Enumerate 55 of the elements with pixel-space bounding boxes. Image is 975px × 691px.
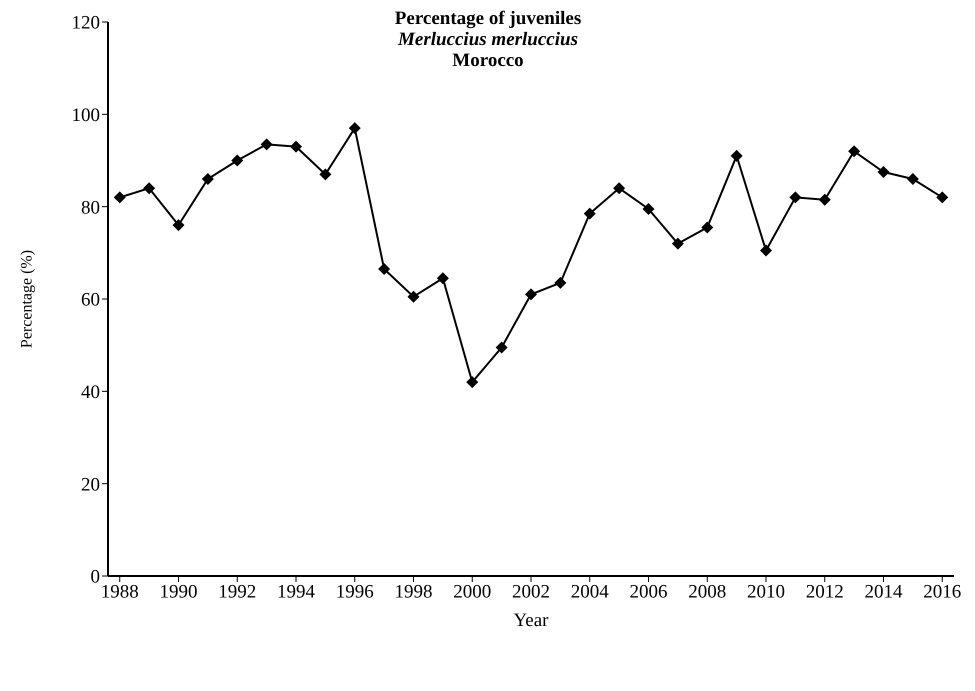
point — [848, 145, 860, 158]
point — [906, 172, 919, 185]
x-tick-label: 2004 — [570, 581, 610, 602]
y-tick-label: 100 — [72, 105, 100, 126]
y-tick-label: 0 — [90, 566, 100, 588]
x-tick-label: 1990 — [160, 581, 198, 602]
x-tick-label: 2014 — [864, 581, 903, 602]
point — [260, 138, 273, 150]
x-tick-label: 1992 — [218, 581, 256, 602]
point — [642, 202, 654, 215]
x-tick-label: 1988 — [100, 581, 139, 602]
y-tick-label: 120 — [72, 12, 100, 34]
point — [818, 194, 831, 206]
point — [496, 341, 508, 354]
x-tick-label: 1998 — [394, 581, 432, 602]
point — [172, 219, 184, 232]
x-tick-label: 2006 — [630, 581, 668, 602]
x-axis-title: Year — [513, 610, 550, 631]
point — [672, 238, 684, 250]
point — [760, 244, 772, 257]
point — [408, 290, 420, 303]
y-tick-label: 60 — [81, 290, 100, 311]
x-tick-label: 1996 — [336, 581, 374, 602]
point — [290, 140, 302, 153]
point — [466, 376, 478, 388]
chart-title: Percentage of juveniles — [394, 8, 582, 29]
x-tick-label: 2016 — [923, 581, 962, 602]
point — [936, 191, 948, 204]
point — [114, 191, 126, 204]
point — [613, 182, 626, 194]
point — [525, 288, 537, 300]
y-tick-label: 40 — [81, 382, 100, 404]
point — [436, 272, 449, 284]
x-tick-label: 2012 — [806, 581, 844, 602]
x-tick-label: 2002 — [512, 581, 550, 602]
x-tick-label: 1994 — [277, 581, 316, 602]
x-tick-label: 2008 — [688, 581, 726, 602]
text: Merluccius merluccius Morocco — [396, 29, 579, 71]
y-axis-title: Percentage (%) — [18, 250, 36, 348]
point — [789, 191, 802, 204]
point — [701, 221, 714, 234]
point — [878, 166, 890, 178]
point — [319, 168, 332, 180]
y-tick-label: 80 — [81, 197, 100, 218]
point — [730, 150, 743, 162]
point — [202, 172, 214, 185]
point — [584, 208, 596, 220]
point — [348, 122, 361, 134]
point — [231, 154, 244, 166]
point — [378, 262, 390, 275]
x-tick-label: 2000 — [453, 581, 492, 602]
point — [554, 276, 566, 289]
point — [143, 182, 156, 194]
x-tick-label: 2010 — [747, 581, 785, 602]
y-tick-label: 20 — [81, 474, 100, 496]
